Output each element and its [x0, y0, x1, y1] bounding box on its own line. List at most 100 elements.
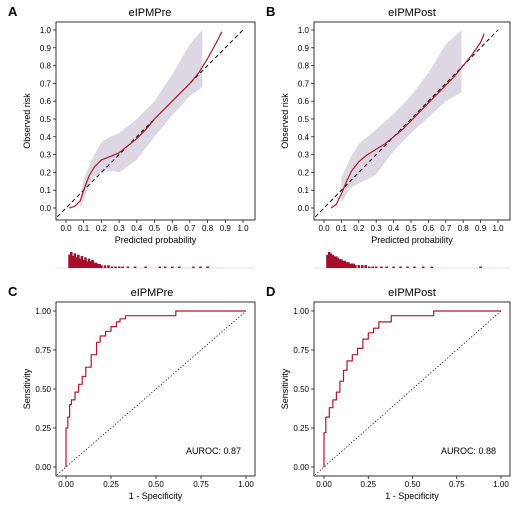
y-tick-label: 1.0 [298, 26, 310, 35]
histogram-bar [78, 258, 82, 268]
histogram-bar [158, 266, 162, 268]
histogram-bar [406, 266, 409, 268]
y-tick-label: 0.1 [40, 186, 52, 195]
reference-line [56, 29, 244, 218]
y-tick-label: 0.7 [40, 79, 52, 88]
y-axis-label: Observed risk [22, 93, 32, 149]
histogram-bar [98, 264, 101, 268]
histogram-bar [329, 253, 333, 268]
histogram-bar [91, 260, 94, 268]
x-tick-label: 0.3 [114, 224, 126, 233]
x-tick-label: 1.0 [237, 224, 249, 233]
x-tick-label: 0.0 [60, 224, 72, 233]
histogram-bar [374, 266, 378, 268]
histogram-bar [84, 257, 87, 268]
histogram-bar [331, 254, 334, 268]
histogram-bar [347, 262, 350, 268]
histogram-bar [87, 258, 91, 268]
x-tick-label: 0.5 [405, 224, 417, 233]
calibration-curve [330, 33, 485, 209]
panel-letter: A [8, 4, 18, 19]
y-tick-label: 0.25 [35, 424, 51, 433]
histogram-bar [114, 266, 117, 268]
histogram-bar [177, 266, 181, 268]
histogram-bar [107, 265, 110, 268]
histogram-bar [350, 263, 354, 268]
plot-frame [313, 21, 511, 221]
x-tick-label: 0.00 [58, 480, 74, 489]
x-tick-label: 0.2 [96, 224, 108, 233]
histogram-bar [170, 266, 174, 268]
y-tick-label: 1.00 [35, 307, 51, 316]
x-tick-label: 0.0 [318, 224, 330, 233]
histogram-bar [80, 256, 84, 268]
x-tick-label: 0.9 [220, 224, 232, 233]
y-tick-label: 0.6 [298, 97, 310, 106]
histogram-bar [85, 261, 89, 268]
y-tick-label: 0.2 [298, 168, 310, 177]
x-axis-label: Predicted probability [371, 235, 453, 245]
histogram-bar [392, 266, 395, 268]
panel-title: eIPMPost [388, 7, 436, 19]
panel-letter: C [8, 284, 18, 299]
y-tick-label: 0.9 [40, 44, 52, 53]
y-tick-label: 0.5 [40, 115, 52, 124]
x-tick-label: 1.00 [493, 480, 509, 489]
histogram-bar [341, 260, 345, 268]
x-tick-label: 0.50 [148, 480, 164, 489]
y-tick-label: 0.4 [40, 133, 52, 142]
histogram-bar [70, 252, 73, 268]
histogram-bar [336, 257, 340, 268]
x-tick-label: 0.6 [423, 224, 435, 233]
histogram-bar [68, 254, 71, 268]
y-tick-label: 0.3 [298, 151, 310, 160]
x-tick-label: 0.2 [353, 224, 365, 233]
histogram-bar [100, 265, 103, 268]
histogram-bar [367, 266, 371, 268]
histogram-bar [364, 265, 368, 268]
y-axis-label: Observed risk [280, 93, 290, 149]
histogram-bar [352, 263, 355, 268]
x-tick-label: 0.9 [475, 224, 487, 233]
y-tick-label: 0.50 [35, 385, 51, 394]
x-tick-label: 0.50 [405, 480, 421, 489]
panel-title: eIPMPre [131, 287, 174, 299]
panel-title: eIPMPre [129, 7, 172, 19]
histogram-bar [327, 252, 331, 268]
histogram-bar [71, 256, 75, 268]
y-tick-label: 0.5 [298, 115, 310, 124]
roc-curve [323, 310, 501, 467]
x-tick-label: 0.00 [316, 480, 332, 489]
y-tick-label: 0.1 [298, 186, 310, 195]
x-tick-label: 0.1 [78, 224, 90, 233]
auroc-annotation: AUROC: 0.87 [186, 446, 241, 456]
histogram-bar [371, 266, 375, 268]
histogram-bar [326, 254, 329, 268]
x-tick-label: 0.75 [449, 480, 465, 489]
panel-letter: B [266, 4, 275, 19]
histogram-bar [348, 263, 352, 268]
histogram-bar [77, 254, 80, 268]
histogram-bar [94, 262, 98, 268]
histogram-bar [399, 266, 402, 268]
histogram-bar [334, 256, 338, 268]
y-tick-label: 0.7 [298, 79, 310, 88]
histogram-bar [163, 266, 167, 268]
histogram-bar [192, 266, 195, 268]
y-tick-label: 1.00 [293, 307, 309, 316]
y-tick-label: 0.8 [40, 62, 52, 71]
x-axis-label: Predicted probability [115, 235, 197, 245]
histogram-bar [345, 262, 348, 268]
x-tick-label: 0.8 [202, 224, 214, 233]
plot-frame [55, 21, 256, 221]
y-tick-label: 0.0 [40, 204, 52, 213]
auroc-annotation: AUROC: 0.88 [441, 446, 496, 456]
y-axis-label: Sensitivity [22, 368, 32, 409]
x-tick-label: 0.4 [131, 224, 143, 233]
y-tick-label: 0.00 [293, 463, 309, 472]
y-tick-label: 0.3 [40, 151, 52, 160]
